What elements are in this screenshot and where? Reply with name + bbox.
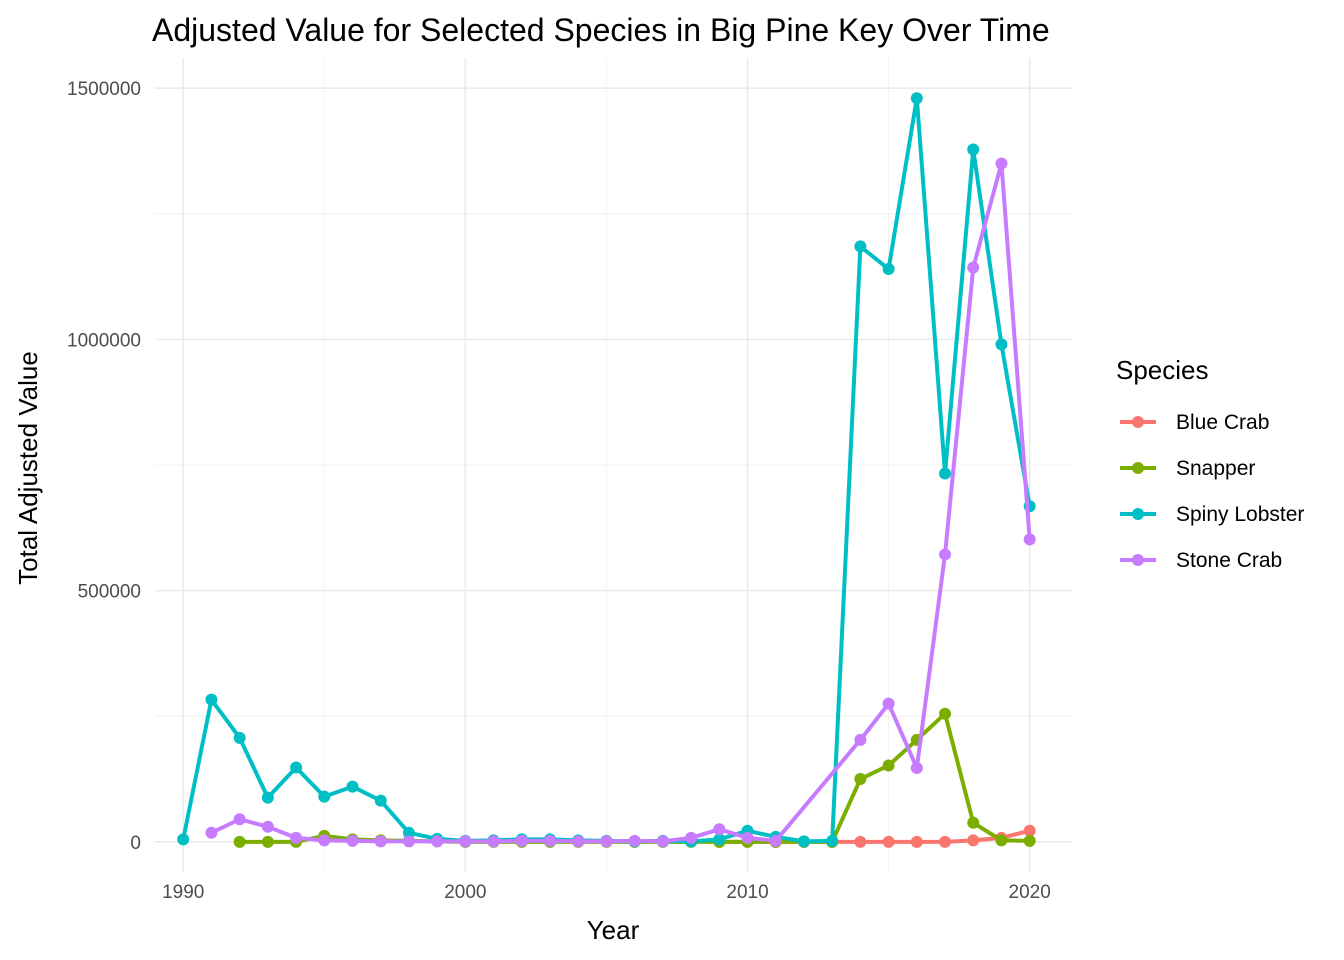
legend-item-blue-crab: Blue Crab bbox=[1120, 411, 1269, 434]
y-tick-label: 500000 bbox=[78, 582, 141, 603]
data-point-snapper bbox=[1023, 834, 1036, 847]
chart-title: Adjusted Value for Selected Species in B… bbox=[152, 12, 1050, 48]
data-point-stone-crab bbox=[628, 834, 641, 847]
data-point-blue-crab bbox=[939, 835, 952, 848]
data-point-stone-crab bbox=[967, 261, 980, 274]
data-point-stone-crab bbox=[939, 548, 952, 561]
data-point-stone-crab bbox=[544, 834, 557, 847]
y-tick-label: 0 bbox=[130, 833, 141, 854]
y-tick-label: 1000000 bbox=[67, 330, 141, 351]
data-point-stone-crab bbox=[261, 820, 274, 833]
data-point-stone-crab bbox=[205, 826, 218, 839]
data-point-spiny-lobster bbox=[939, 467, 952, 480]
data-point-blue-crab bbox=[967, 834, 980, 847]
data-point-stone-crab bbox=[374, 835, 387, 848]
data-point-stone-crab bbox=[487, 835, 500, 848]
data-point-spiny-lobster bbox=[374, 794, 387, 807]
series-line-stone-crab bbox=[210, 161, 1032, 844]
x-axis-ticks: 1990 2000 2010 2020 bbox=[162, 882, 1051, 903]
data-point-stone-crab bbox=[431, 835, 444, 848]
data-point-stone-crab bbox=[346, 834, 359, 847]
data-point-stone-crab bbox=[233, 813, 246, 826]
grid bbox=[155, 58, 1072, 872]
data-point-stone-crab bbox=[572, 835, 585, 848]
data-point-stone-crab bbox=[713, 823, 726, 836]
data-point-stone-crab bbox=[600, 835, 613, 848]
data-point-spiny-lobster bbox=[205, 693, 218, 706]
data-point-blue-crab bbox=[882, 835, 895, 848]
legend-item-stone-crab: Stone Crab bbox=[1120, 549, 1282, 572]
legend-label: Snapper bbox=[1176, 457, 1255, 480]
data-point-stone-crab bbox=[685, 831, 698, 844]
series-line-snapper bbox=[239, 711, 1030, 844]
data-point-spiny-lobster bbox=[261, 791, 274, 804]
legend-key-point bbox=[1132, 554, 1144, 566]
legend-key-point bbox=[1132, 462, 1144, 474]
data-point-spiny-lobster bbox=[995, 338, 1008, 351]
data-point-spiny-lobster bbox=[854, 240, 867, 253]
data-point-snapper bbox=[882, 759, 895, 772]
x-tick-label: 2000 bbox=[444, 882, 486, 903]
data-point-stone-crab bbox=[854, 733, 867, 746]
data-point-stone-crab bbox=[995, 157, 1008, 170]
data-point-stone-crab bbox=[769, 834, 782, 847]
data-point-spiny-lobster bbox=[402, 826, 415, 839]
legend-item-spiny-lobster: Spiny Lobster bbox=[1120, 503, 1304, 526]
data-point-spiny-lobster bbox=[177, 833, 190, 846]
data-point-snapper bbox=[939, 707, 952, 720]
data-point-spiny-lobster bbox=[797, 835, 810, 848]
data-point-stone-crab bbox=[910, 761, 923, 774]
legend-label: Spiny Lobster bbox=[1176, 503, 1304, 526]
data-point-spiny-lobster bbox=[967, 143, 980, 156]
data-point-spiny-lobster bbox=[233, 731, 246, 744]
y-axis-title: Total Adjusted Value bbox=[13, 351, 43, 585]
x-tick-label: 2010 bbox=[726, 882, 768, 903]
data-point-stone-crab bbox=[318, 834, 331, 847]
data-point-stone-crab bbox=[290, 831, 303, 844]
data-point-blue-crab bbox=[1023, 824, 1036, 837]
series-snapper bbox=[233, 707, 1036, 848]
data-point-spiny-lobster bbox=[713, 833, 726, 846]
series-blue-crab bbox=[713, 824, 1036, 848]
data-point-spiny-lobster bbox=[882, 263, 895, 276]
data-point-stone-crab bbox=[402, 835, 415, 848]
legend-label: Stone Crab bbox=[1176, 549, 1282, 572]
data-point-snapper bbox=[967, 816, 980, 829]
x-tick-label: 1990 bbox=[162, 882, 204, 903]
legend-item-snapper: Snapper bbox=[1120, 457, 1255, 480]
y-axis-ticks: 0 500000 1000000 1500000 bbox=[67, 79, 141, 854]
data-point-snapper bbox=[233, 835, 246, 848]
data-point-stone-crab bbox=[515, 834, 528, 847]
data-point-stone-crab bbox=[741, 831, 754, 844]
y-tick-label: 1500000 bbox=[67, 79, 141, 100]
legend-key-point bbox=[1132, 508, 1144, 520]
data-point-snapper bbox=[261, 835, 274, 848]
data-point-stone-crab bbox=[459, 835, 472, 848]
data-point-stone-crab bbox=[656, 835, 669, 848]
legend-key-point bbox=[1132, 416, 1144, 428]
legend-label: Blue Crab bbox=[1176, 411, 1269, 434]
data-point-spiny-lobster bbox=[910, 92, 923, 105]
data-point-spiny-lobster bbox=[826, 834, 839, 847]
legend-items: Blue Crab Snapper Spiny Lobster Stone Crab bbox=[1120, 411, 1304, 572]
data-point-spiny-lobster bbox=[318, 790, 331, 803]
series-stone-crab bbox=[205, 157, 1036, 848]
series-layer bbox=[177, 92, 1036, 848]
legend-title: Species bbox=[1116, 355, 1209, 385]
x-tick-label: 2020 bbox=[1009, 882, 1051, 903]
legend: Species Blue Crab Snapper Spiny Lobster Sto… bbox=[1116, 355, 1304, 572]
data-point-blue-crab bbox=[854, 835, 867, 848]
data-point-snapper bbox=[854, 773, 867, 786]
data-point-blue-crab bbox=[910, 835, 923, 848]
data-point-stone-crab bbox=[1023, 533, 1036, 546]
x-axis-title: Year bbox=[587, 915, 640, 945]
data-point-snapper bbox=[995, 834, 1008, 847]
data-point-spiny-lobster bbox=[290, 761, 303, 774]
data-point-stone-crab bbox=[882, 697, 895, 710]
data-point-spiny-lobster bbox=[346, 780, 359, 793]
